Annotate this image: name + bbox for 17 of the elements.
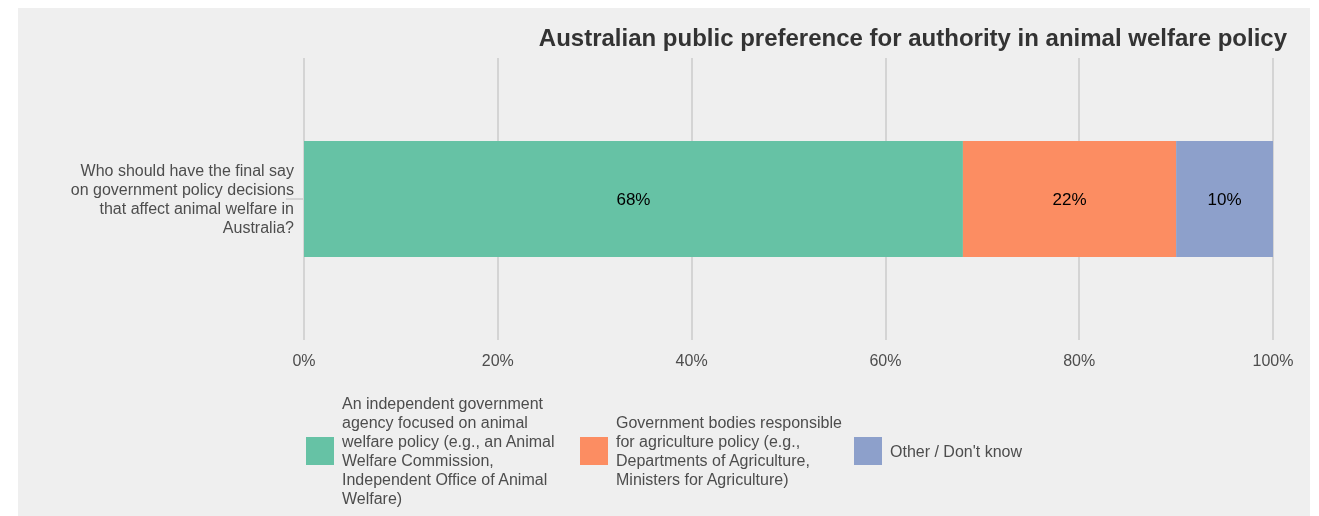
text: 10% <box>1207 189 1242 209</box>
x-tick-label: 80% <box>1063 351 1096 369</box>
x-tick-label: 100% <box>1252 351 1294 369</box>
text: 22% <box>1052 189 1087 209</box>
legend-label: Government bodies responsible for agriculture policy (e.g., Departments of Agriculture, Ministers for Agriculture) <box>616 413 842 489</box>
x-tick-label: 40% <box>675 351 708 369</box>
text: 68% <box>616 189 651 209</box>
bar <box>1176 141 1273 257</box>
x-tick-label: 0% <box>292 351 316 369</box>
x-tick-label: 60% <box>869 351 902 369</box>
bar <box>962 141 1177 257</box>
legend-label: An independent government agency focused on animal welfare policy (e.g., an Animal Welfare Commission, Independent Office of Animal Welfare) <box>342 394 556 508</box>
legend-label: Other / Don't know <box>890 441 1022 461</box>
x-tick-label: 20% <box>481 351 514 369</box>
chart-title: Australian public preference for authority in animal welfare policy <box>538 23 1288 51</box>
y-tick-label: Who should have the final say on government policy decisions that affect animal welfare in Australia? <box>70 162 295 236</box>
bar <box>304 141 963 257</box>
